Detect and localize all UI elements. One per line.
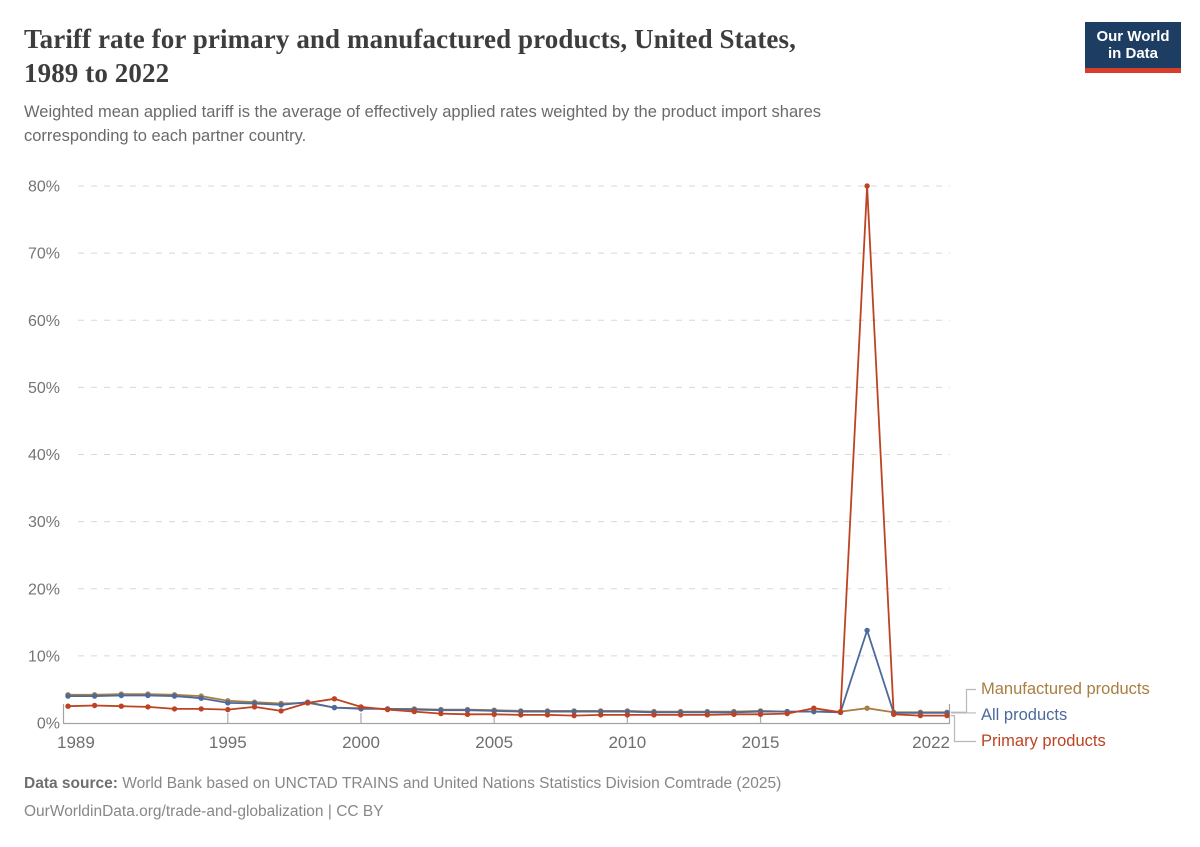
y-tick-label: 50%: [28, 380, 60, 397]
owid-logo[interactable]: Our World in Data: [1085, 22, 1181, 73]
y-tick-label: 30%: [28, 514, 60, 531]
y-tick-label: 0%: [37, 716, 60, 733]
y-tick-label: 70%: [28, 246, 60, 263]
data-source-label: Data source:: [24, 775, 118, 792]
y-axis-labels: 0% 10% 20% 30% 40% 50% 60% 70% 80%: [28, 179, 60, 733]
x-tick-label: 1989: [57, 733, 95, 752]
subtitle-line-1: Weighted mean applied tariff is the aver…: [24, 103, 822, 121]
license-text: | CC BY: [327, 803, 384, 820]
owid-logo-red-bar: [1085, 68, 1181, 73]
data-source-text: World Bank based on UNCTAD TRAINS and Un…: [122, 775, 782, 792]
x-tick-label: 2005: [475, 733, 513, 752]
footer-license-line: OurWorldinData.org/trade-and-globalizati…: [24, 802, 384, 822]
owid-url-link[interactable]: OurWorldinData.org/trade-and-globalizati…: [24, 803, 324, 820]
x-tick-label: 2015: [742, 733, 780, 752]
owid-logo-text-line2: in Data: [1107, 45, 1158, 62]
subtitle-line-2: corresponding to each partner country.: [24, 127, 307, 145]
legend-item-manufactured-products[interactable]: Manufactured products: [981, 680, 1150, 698]
gridlines: [78, 185, 950, 657]
series-all-products[interactable]: [65, 627, 950, 716]
x-tick-label: 2000: [342, 733, 380, 752]
legend-item-primary-products[interactable]: Primary products: [981, 732, 1106, 750]
chart-subtitle: Weighted mean applied tariff is the aver…: [24, 100, 821, 148]
legend-item-all-products[interactable]: All products: [981, 706, 1068, 724]
x-axis-labels: 1989 1995 2000 2005 2010 2015 2022: [57, 733, 950, 752]
owid-logo-text-line1: Our World: [1096, 28, 1170, 45]
y-tick-label: 10%: [28, 648, 60, 665]
title-line-2: 1989 to 2022: [24, 58, 170, 88]
x-axis: [62, 704, 951, 725]
x-tick-label: 2010: [608, 733, 646, 752]
data-source-note: Data source: World Bank based on UNCTAD …: [24, 774, 781, 794]
page-title: Tariff rate for primary and manufactured…: [24, 22, 796, 90]
y-tick-label: 40%: [28, 447, 60, 464]
y-tick-label: 80%: [28, 179, 60, 196]
series-primary-products[interactable]: [65, 183, 950, 719]
y-tick-label: 20%: [28, 581, 60, 598]
title-line-1: Tariff rate for primary and manufactured…: [24, 24, 796, 54]
x-tick-label: 2022: [912, 733, 950, 752]
legend-connectors: [951, 688, 976, 743]
x-tick-label: 1995: [209, 733, 247, 752]
y-tick-label: 60%: [28, 313, 60, 330]
